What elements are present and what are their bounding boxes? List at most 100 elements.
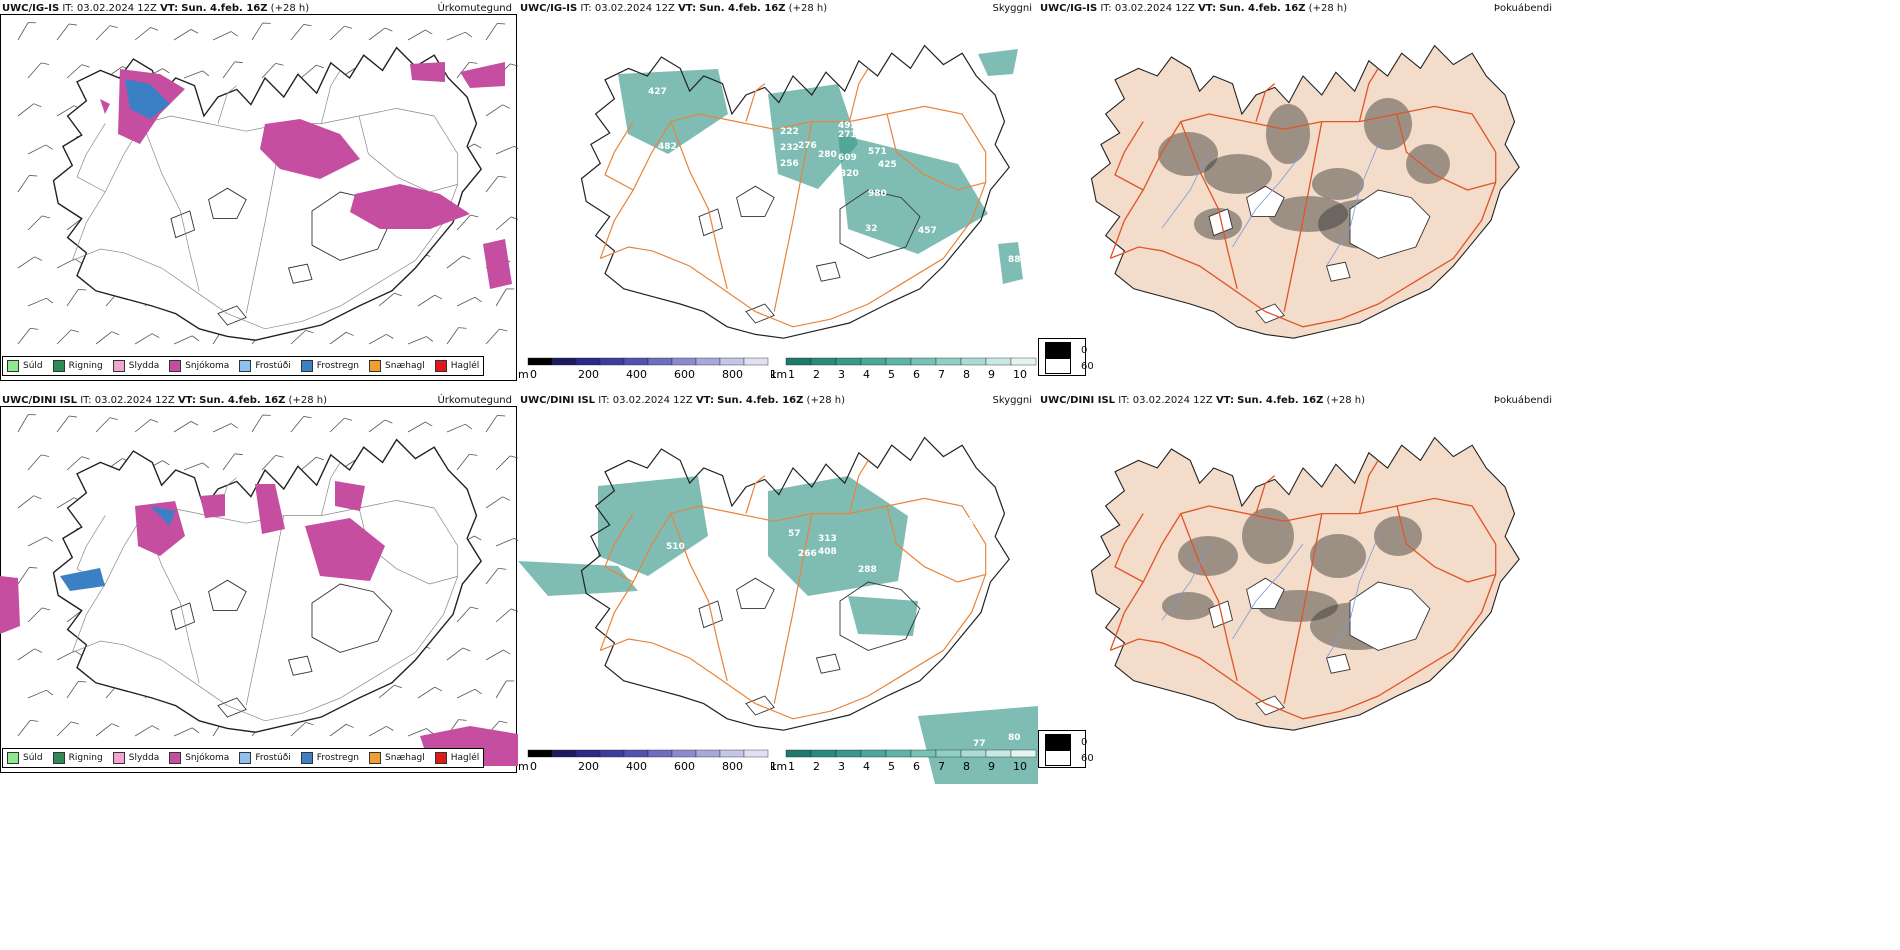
- legend-item: Snæhagl: [369, 752, 425, 764]
- visibility-tick: 1: [788, 760, 795, 773]
- legend-swatch: [52, 360, 65, 372]
- wind-barb: [485, 23, 506, 41]
- glacier-outline: [1325, 653, 1351, 674]
- legend-item: Frostregn: [300, 360, 359, 372]
- height-color-step: [527, 749, 553, 758]
- fog-legend: 0 60: [1038, 730, 1094, 768]
- road-line: [1109, 497, 1497, 651]
- precip-type-panel: UWC/IG-IS IT: 03.02.2024 12Z VT: Sun. 4.…: [0, 0, 518, 392]
- precip-type-map: [0, 14, 518, 381]
- visibility-tick: 6: [913, 760, 920, 773]
- coastline: [580, 44, 1010, 339]
- cloud-height-label: 885: [1008, 255, 1027, 265]
- legend-item: Haglél: [434, 752, 480, 764]
- height-tick: 1000: [770, 368, 778, 381]
- wind-barb: [495, 288, 515, 307]
- cloud-height-label: 609: [838, 153, 857, 163]
- wind-barb: [27, 607, 51, 623]
- precip-area: [100, 99, 110, 114]
- fog-legend-row: 60: [1045, 358, 1094, 374]
- height-tick: 800: [722, 760, 743, 773]
- fog-legend: 0 60: [1038, 338, 1094, 376]
- precip-area: [460, 62, 505, 88]
- visibility-tick: 1: [788, 368, 795, 381]
- visibility-tick: 4: [863, 368, 870, 381]
- land-area: [1090, 436, 1520, 731]
- wind-barb: [417, 294, 443, 307]
- cloud-height-label: 408: [818, 547, 837, 557]
- visibility-color-step: [935, 749, 962, 758]
- visibility-tick: 10: [1013, 760, 1027, 773]
- wind-barb: [446, 31, 473, 41]
- road-line: [1180, 513, 1238, 681]
- init-time-value: 03.02.2024 12Z: [94, 395, 175, 406]
- init-time-label: IT:: [598, 395, 610, 406]
- fog-legend-row: 60: [1045, 750, 1094, 766]
- cloud-height-label: 222: [780, 127, 799, 137]
- road-line: [321, 70, 341, 124]
- height-color-step: [719, 357, 745, 366]
- legend-label: Frostúði: [255, 753, 291, 763]
- wind-barb: [300, 64, 325, 79]
- cloud-height-label: 32: [865, 224, 878, 234]
- lead-time: (+28 h): [788, 3, 828, 14]
- glacier-outline: [170, 210, 196, 239]
- legend-item: Rigning: [52, 360, 103, 372]
- precip-area: [255, 484, 285, 534]
- visibility-color-step: [785, 749, 812, 758]
- init-time-value: 03.02.2024 12Z: [1114, 3, 1195, 14]
- wind-barb: [329, 331, 354, 345]
- legend-item: Haglél: [434, 360, 479, 372]
- glacier-outline: [815, 261, 841, 282]
- cloud-height-label: 59: [968, 533, 981, 543]
- init-time-value: 03.02.2024 12Z: [76, 3, 157, 14]
- road-line: [745, 83, 766, 122]
- precip-type-legend: Súld Rigning Slydda Snjókoma Frostúði Frostre…: [2, 356, 485, 376]
- lead-time: (+28 h): [1326, 395, 1365, 406]
- valid-time-label: VT:: [160, 3, 179, 14]
- wind-barb: [261, 454, 284, 471]
- legend-swatch: [300, 360, 313, 372]
- model-name: UWC/IG-IS: [2, 3, 60, 14]
- wind-barb: [183, 70, 210, 79]
- wind-barb: [27, 215, 51, 231]
- wind-barb: [17, 175, 38, 193]
- visibility-area: [918, 706, 1038, 784]
- valid-time-label: VT:: [1215, 395, 1234, 406]
- panel-header: UWC/DINI ISL IT: 03.02.2024 12Z VT: Sun.…: [2, 395, 327, 406]
- fog-legend-row: 0: [1045, 342, 1087, 358]
- precip-area: [350, 184, 470, 229]
- cloud-height-label: 457: [918, 226, 937, 236]
- wind-barb: [212, 31, 238, 41]
- init-time-value: 03.02.2024 12Z: [594, 3, 675, 14]
- visibility-tick: 2: [813, 368, 820, 381]
- river-line: [1326, 144, 1379, 267]
- legend-label: Haglél: [450, 753, 480, 763]
- cloud-height-label: 320: [840, 169, 859, 179]
- visibility-color-step: [835, 749, 862, 758]
- wind-barb: [290, 416, 312, 433]
- visibility-area: [618, 69, 728, 154]
- road-line: [1255, 83, 1276, 122]
- visibility-tick: 9: [988, 368, 995, 381]
- init-time-value: 03.02.2024 12Z: [1132, 395, 1213, 406]
- cloud-height-label: 313: [818, 534, 837, 544]
- legend-item: Frostregn: [300, 752, 359, 764]
- road-line: [76, 123, 106, 193]
- legend-swatch: [369, 360, 382, 372]
- legend-swatch: [7, 360, 19, 372]
- road-line: [670, 513, 728, 681]
- wind-barb: [173, 29, 199, 41]
- height-color-step: [671, 749, 697, 758]
- visibility-area: [978, 49, 1018, 76]
- legend-item: Slydda: [112, 360, 159, 372]
- wind-barb: [456, 688, 482, 699]
- fog-tick: 0: [1081, 736, 1088, 748]
- wind-barb: [485, 496, 510, 509]
- wind-barb: [95, 723, 120, 737]
- precip-area: [410, 62, 445, 82]
- land-area: [1090, 44, 1520, 339]
- wind-barb: [27, 297, 54, 307]
- legend-swatch: [300, 752, 313, 764]
- height-tick: 200: [578, 368, 599, 381]
